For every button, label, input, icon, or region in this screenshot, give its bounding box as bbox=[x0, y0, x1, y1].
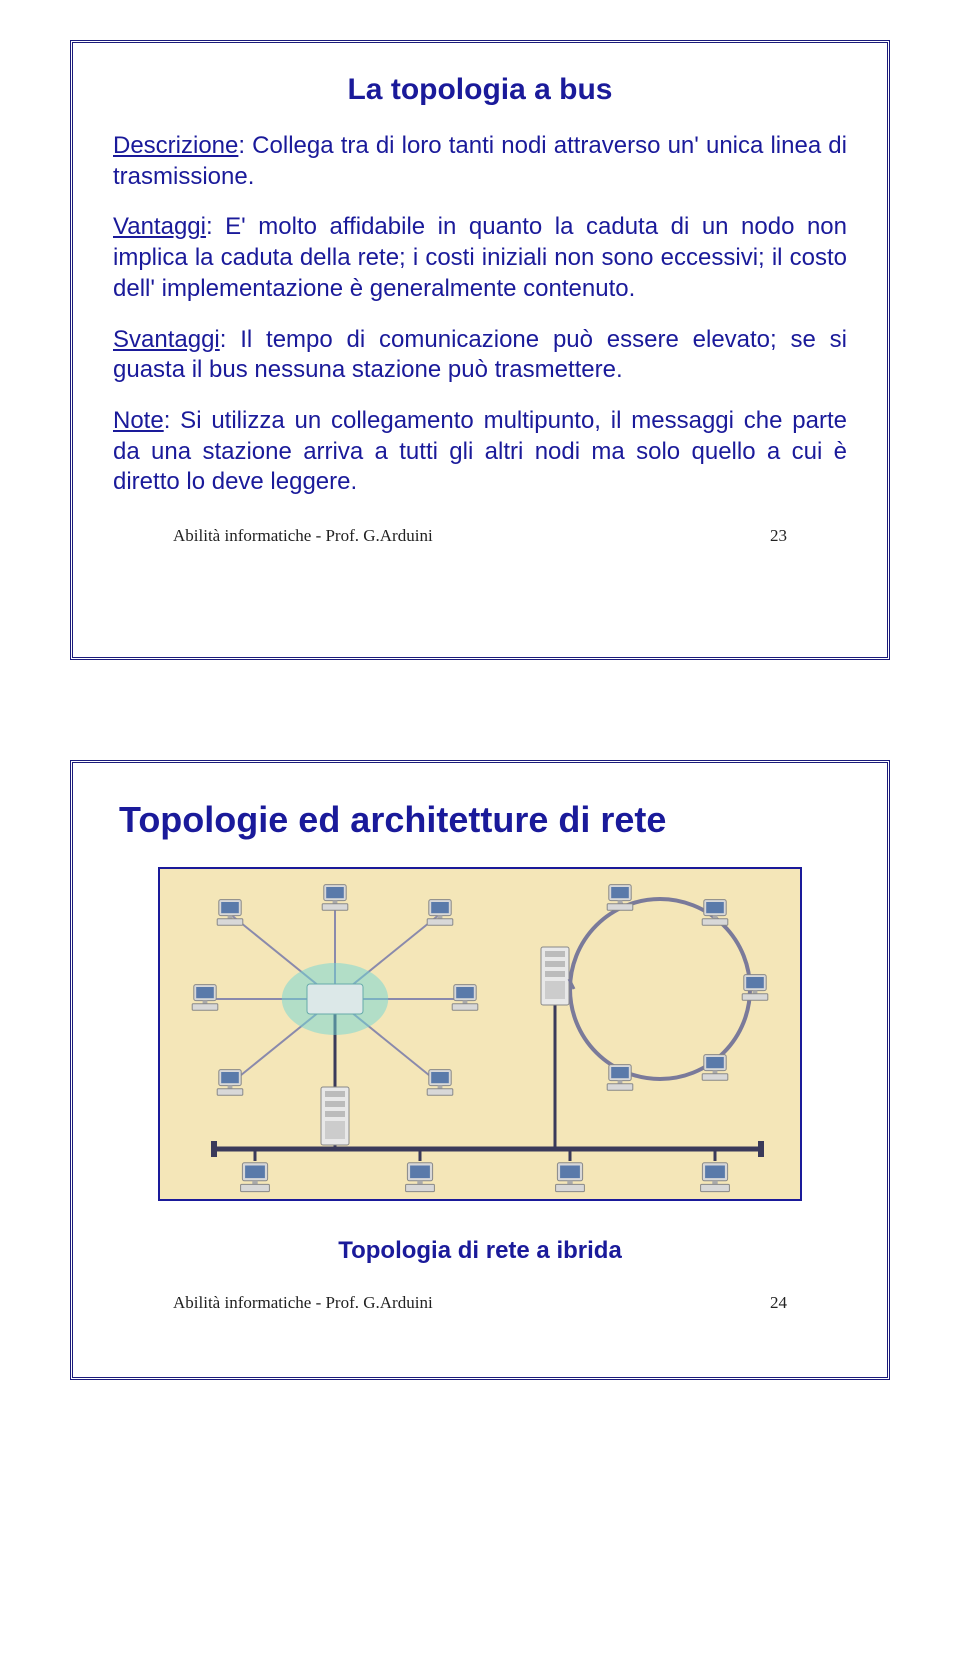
descrizione-paragraph: Descrizione: Collega tra di loro tanti n… bbox=[113, 131, 847, 192]
note-text: : Si utilizza un collegamento multipunto… bbox=[113, 407, 847, 495]
svantaggi-text: : Il tempo di comunicazione può essere e… bbox=[113, 326, 847, 384]
slide1-title: La topologia a bus bbox=[113, 73, 847, 107]
slide-1: La topologia a bus Descrizione: Collega … bbox=[0, 0, 960, 720]
network-diagram bbox=[158, 867, 802, 1201]
vantaggi-paragraph: Vantaggi: E' molto affidabile in quanto … bbox=[113, 212, 847, 304]
slide-frame-2: Topologie ed architetture di rete Topolo… bbox=[70, 760, 890, 1380]
page-number: 23 bbox=[770, 526, 787, 546]
diagram-container bbox=[113, 867, 847, 1201]
network-diagram-svg bbox=[160, 869, 800, 1199]
footer-text-2: Abilità informatiche - Prof. G.Arduini bbox=[173, 1293, 433, 1313]
vantaggi-text: : E' molto affidabile in quanto la cadut… bbox=[113, 213, 847, 301]
slide1-footer: Abilità informatiche - Prof. G.Arduini 2… bbox=[113, 526, 847, 546]
slide-frame: La topologia a bus Descrizione: Collega … bbox=[70, 40, 890, 660]
slide-2: Topologie ed architetture di rete Topolo… bbox=[0, 720, 960, 1440]
vantaggi-label: Vantaggi bbox=[113, 213, 206, 240]
svantaggi-paragraph: Svantaggi: Il tempo di comunicazione può… bbox=[113, 325, 847, 386]
descrizione-label: Descrizione bbox=[113, 132, 238, 159]
footer-text: Abilità informatiche - Prof. G.Arduini bbox=[173, 526, 433, 546]
note-label: Note bbox=[113, 407, 164, 434]
page-number-2: 24 bbox=[770, 1293, 787, 1313]
slide2-subtitle: Topologia di rete a ibrida bbox=[113, 1237, 847, 1265]
slide2-title: Topologie ed architetture di rete bbox=[113, 799, 847, 841]
svantaggi-label: Svantaggi bbox=[113, 326, 220, 353]
slide2-footer: Abilità informatiche - Prof. G.Arduini 2… bbox=[113, 1293, 847, 1313]
note-paragraph: Note: Si utilizza un collegamento multip… bbox=[113, 406, 847, 498]
